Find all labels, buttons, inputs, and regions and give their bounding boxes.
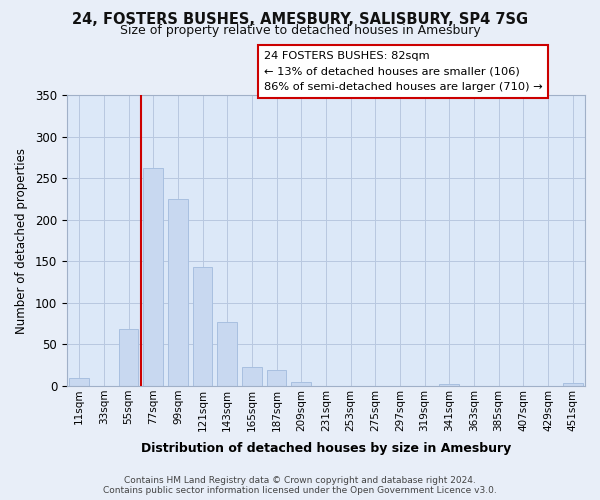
Y-axis label: Number of detached properties: Number of detached properties [15, 148, 28, 334]
Bar [267, 370, 286, 386]
Text: 24, FOSTERS BUSHES, AMESBURY, SALISBURY, SP4 7SG: 24, FOSTERS BUSHES, AMESBURY, SALISBURY,… [72, 12, 528, 28]
Text: 24 FOSTERS BUSHES: 82sqm
← 13% of detached houses are smaller (106)
86% of semi-: 24 FOSTERS BUSHES: 82sqm ← 13% of detach… [264, 51, 542, 92]
Text: Size of property relative to detached houses in Amesbury: Size of property relative to detached ho… [119, 24, 481, 37]
Text: Contains HM Land Registry data © Crown copyright and database right 2024.
Contai: Contains HM Land Registry data © Crown c… [103, 476, 497, 495]
Bar [143, 168, 163, 386]
Bar [168, 199, 188, 386]
Bar [292, 382, 311, 386]
Bar [217, 322, 237, 386]
Bar [563, 384, 583, 386]
Bar [119, 330, 139, 386]
Bar [439, 384, 459, 386]
X-axis label: Distribution of detached houses by size in Amesbury: Distribution of detached houses by size … [141, 442, 511, 455]
Bar [242, 367, 262, 386]
Bar [70, 378, 89, 386]
Bar [193, 267, 212, 386]
